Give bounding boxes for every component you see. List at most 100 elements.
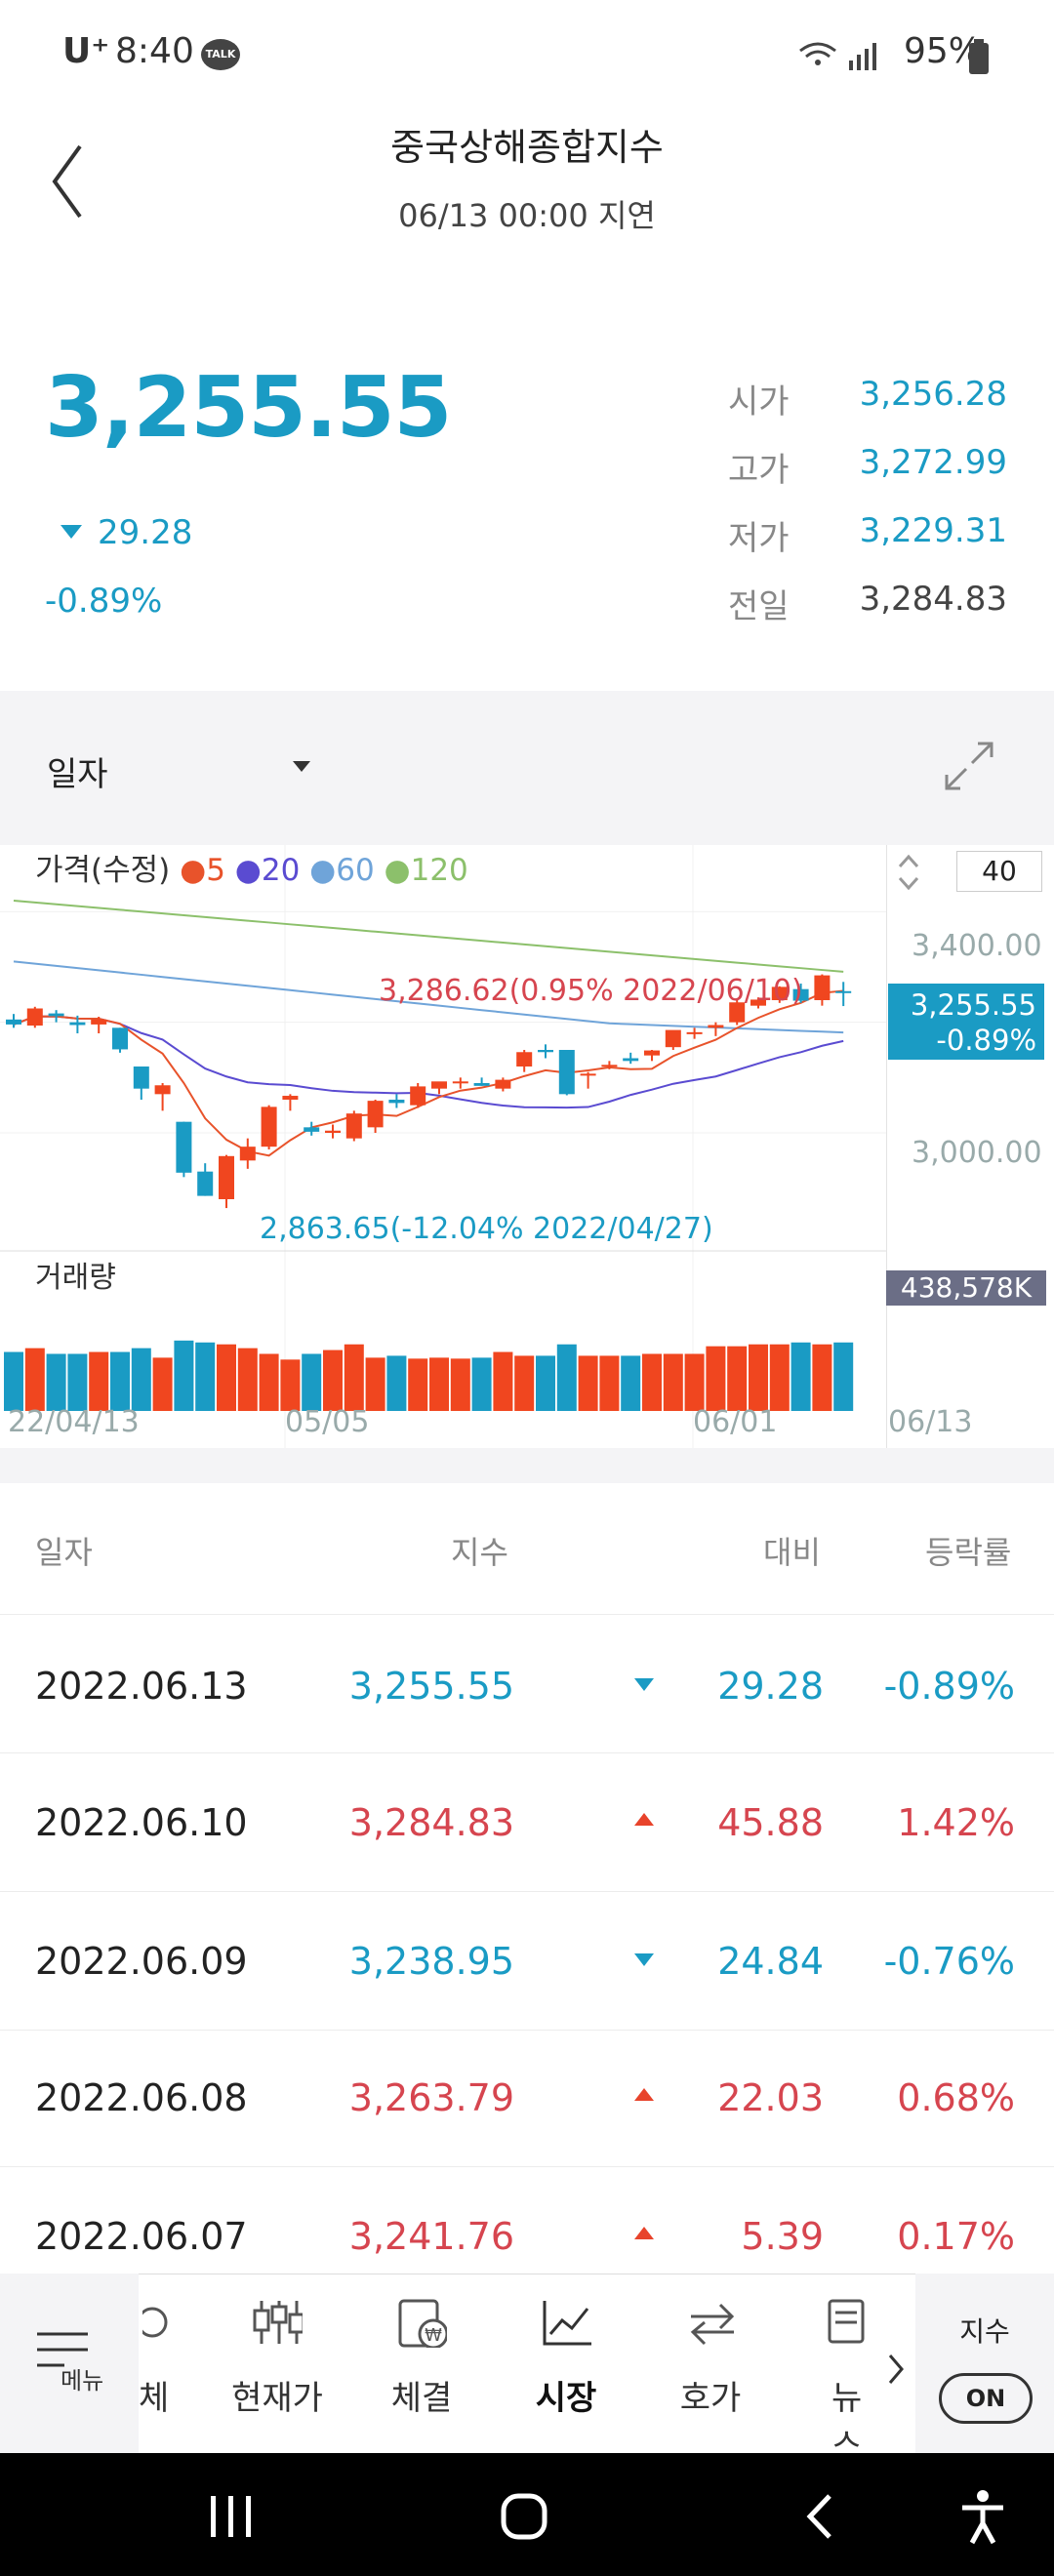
tab-label: 뉴스: [831, 2379, 863, 2453]
bottom-nav: [0, 2274, 1054, 2454]
tab-trades[interactable]: ₩ 체결: [349, 2274, 494, 2453]
tab-news[interactable]: 뉴스: [783, 2274, 890, 2453]
divider: [0, 2030, 1054, 2031]
low-annotation: 2,863.65(-12.04% 2022/04/27): [260, 1212, 713, 1246]
tab-label: 체: [139, 2379, 170, 2418]
back-icon[interactable]: [800, 2492, 839, 2541]
volume-bar: [131, 1348, 151, 1411]
candle-body: [91, 1019, 107, 1025]
candle-body: [516, 1052, 533, 1067]
candle-body: [644, 1050, 660, 1056]
row-index: 3,238.95: [348, 1940, 514, 1983]
row-diff: 5.39: [741, 2215, 824, 2258]
candle-body: [325, 1130, 341, 1133]
row-index: 3,255.55: [348, 1665, 514, 1708]
legend-ma60: 60: [336, 853, 375, 888]
swap-icon: [690, 2303, 735, 2346]
ma5-line: [13, 989, 844, 1157]
low-value: 3,229.31: [859, 511, 1007, 550]
candlestick-chart[interactable]: [0, 845, 886, 1448]
volume-bar: [24, 1348, 45, 1411]
volume-bar: [408, 1358, 428, 1411]
expand-icon[interactable]: [943, 740, 995, 792]
x-tick-0601: 06/01: [693, 1405, 778, 1439]
legend-ma120: 120: [410, 853, 468, 888]
sort-arrows-icon[interactable]: [894, 851, 923, 894]
candle-icon: [253, 2301, 303, 2344]
candle-body: [686, 1031, 703, 1034]
recents-icon[interactable]: [207, 2494, 256, 2539]
volume-bar: [556, 1344, 577, 1411]
volume-bar: [621, 1355, 641, 1411]
col-diff: 대비: [763, 1534, 821, 1571]
status-bar: U⁺ 8:40 TALK 95%: [0, 0, 1054, 107]
home-icon[interactable]: [500, 2492, 548, 2541]
toggle-title: 지수: [959, 2315, 1010, 2348]
volume-bar: [237, 1348, 258, 1411]
news-icon: [828, 2299, 865, 2344]
candle-body: [367, 1101, 384, 1128]
volume-bar: [280, 1359, 301, 1411]
candle-body: [176, 1121, 192, 1173]
ma-period-input[interactable]: 40: [956, 851, 1042, 892]
volume-bar: [514, 1355, 535, 1411]
tab-info[interactable]: 체: [139, 2274, 205, 2453]
volume-bar: [790, 1342, 811, 1411]
back-chevron-icon[interactable]: [49, 142, 88, 221]
clock: 8:40: [115, 31, 194, 71]
row-rate: 0.17%: [897, 2215, 1015, 2258]
candle-body: [835, 990, 852, 993]
price-change: 29.28: [98, 513, 193, 552]
candle-body: [814, 975, 831, 1000]
tab-market[interactable]: 시장: [494, 2274, 638, 2453]
volume-bar: [195, 1342, 216, 1411]
svg-text:₩: ₩: [425, 2325, 442, 2346]
won-doc-icon: ₩: [398, 2299, 447, 2348]
candle-body: [345, 1113, 362, 1139]
row-date: 2022.06.07: [35, 2215, 248, 2258]
period-select[interactable]: 일자: [47, 755, 108, 794]
menu-label: 메뉴: [61, 2367, 104, 2395]
prev-close-value: 3,284.83: [859, 580, 1007, 619]
scroll-right-chevron-icon[interactable]: [884, 2350, 908, 2389]
x-tick-start: 22/04/13: [8, 1405, 140, 1439]
candle-body: [601, 1065, 618, 1067]
volume-bar: [429, 1357, 449, 1411]
open-label: 시가: [728, 382, 790, 422]
toggle-switch[interactable]: ON: [939, 2373, 1033, 2424]
candle-body: [48, 1013, 64, 1017]
accessibility-icon[interactable]: [958, 2488, 1007, 2545]
volume-bar: [706, 1346, 726, 1411]
low-label: 저가: [728, 519, 790, 558]
candle-body: [197, 1171, 214, 1196]
tab-quotes[interactable]: 호가: [638, 2274, 783, 2453]
hamburger-icon: [37, 2332, 88, 2367]
candle-body: [750, 999, 766, 1006]
tab-current-price[interactable]: 현재가: [205, 2274, 349, 2453]
candle-body: [261, 1107, 277, 1147]
divider: [0, 1614, 1054, 1615]
volume-bar: [450, 1358, 470, 1411]
candle-body: [771, 986, 788, 1000]
candle-body: [452, 1081, 468, 1084]
row-date: 2022.06.09: [35, 1940, 248, 1983]
y-axis: [886, 845, 1054, 1448]
volume-bar: [642, 1353, 662, 1411]
volume-bar: [217, 1344, 236, 1411]
chart-toolbar: [0, 691, 1054, 845]
x-tick-0613: 06/13: [888, 1405, 973, 1439]
col-rate: 등락률: [925, 1534, 1012, 1571]
caret-down-icon[interactable]: [293, 761, 310, 772]
candle-body: [388, 1100, 405, 1104]
volume-bar: [599, 1355, 620, 1411]
candle-body: [431, 1081, 447, 1089]
row-rate: -0.76%: [883, 1940, 1015, 1983]
candle-body: [239, 1147, 256, 1161]
index-toggle[interactable]: [915, 2274, 1054, 2453]
candle-body: [729, 1002, 746, 1023]
candle-body: [623, 1058, 639, 1062]
ma20-line: [13, 1015, 844, 1109]
down-triangle-icon: [634, 1678, 654, 1691]
candle-body: [304, 1127, 320, 1132]
menu-button[interactable]: 메뉴: [0, 2274, 139, 2453]
